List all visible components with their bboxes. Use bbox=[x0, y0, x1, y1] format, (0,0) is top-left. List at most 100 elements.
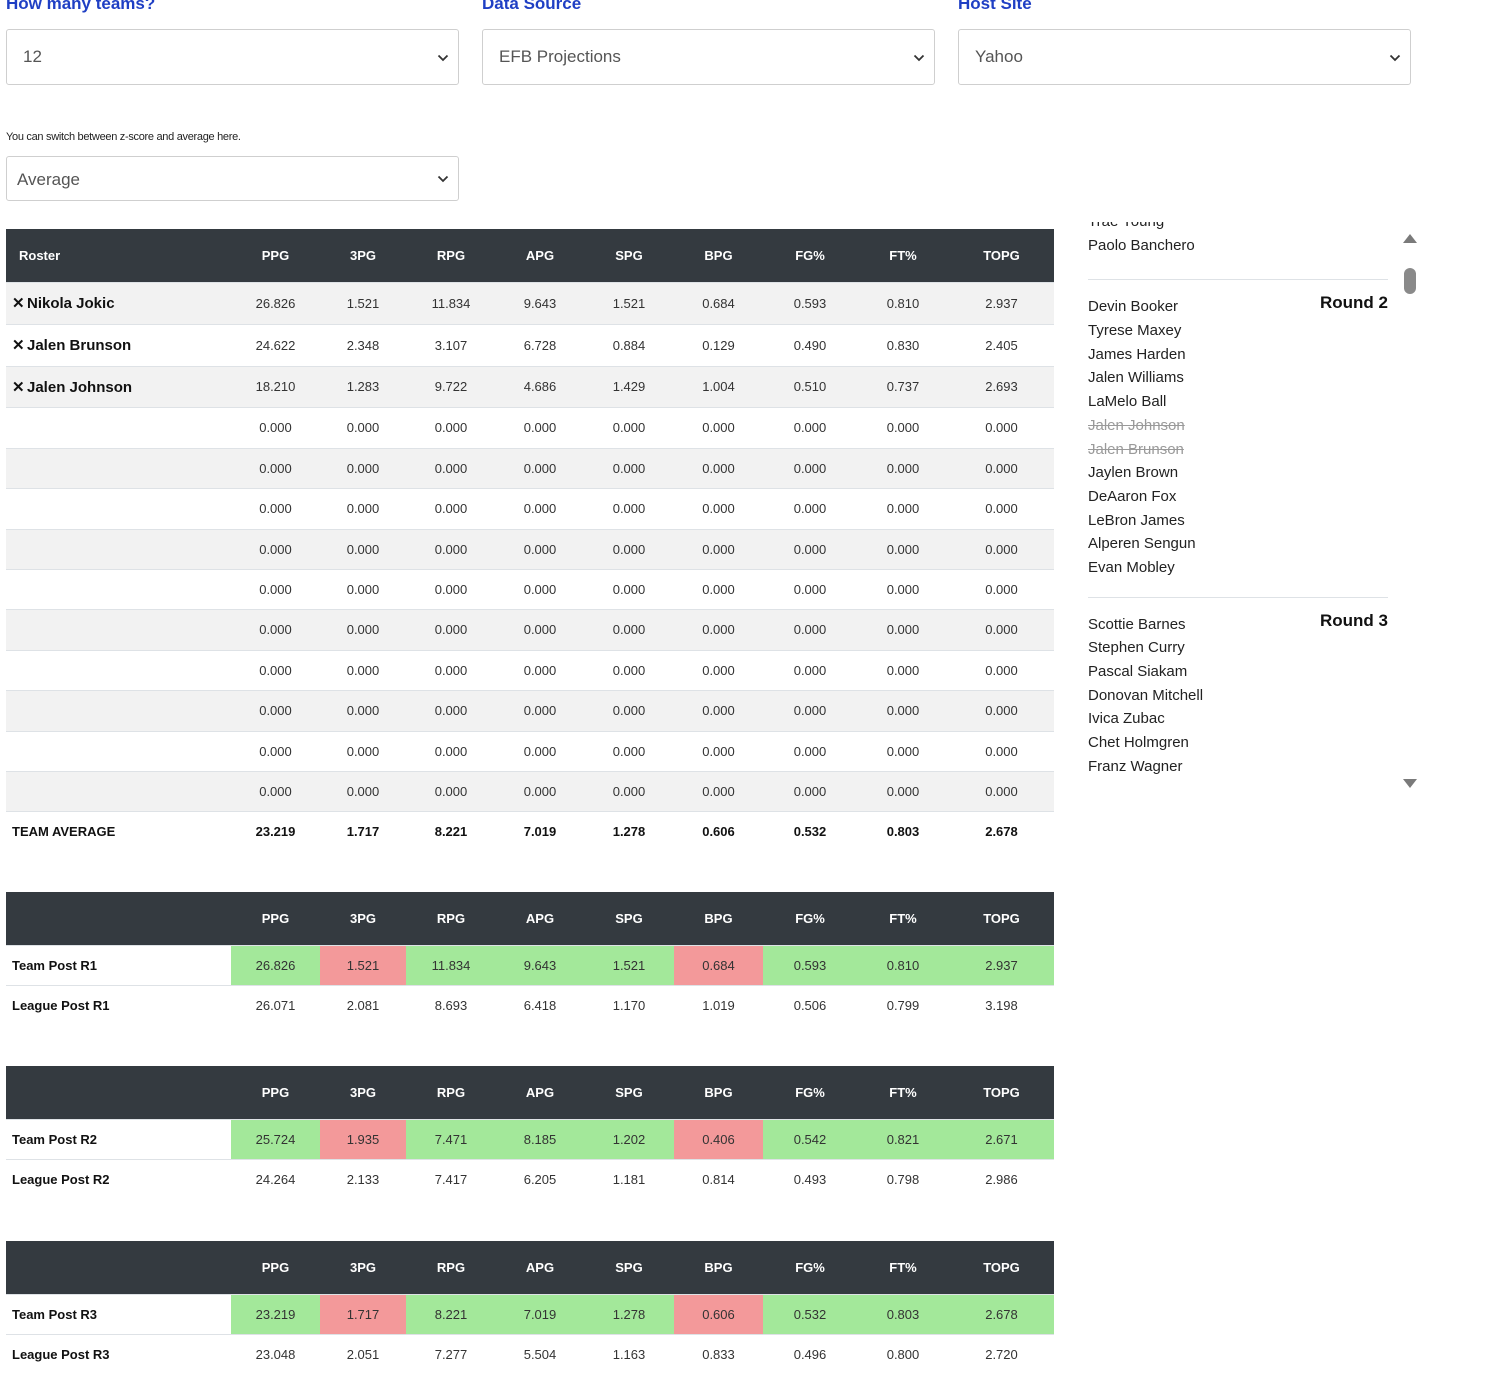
roster-row-empty: 0.000 0.000 0.000 0.000 0.000 0.000 0.000 0.000… bbox=[6, 487, 1054, 529]
teams-select[interactable]: 12 bbox=[6, 29, 459, 85]
stat-cell: 0.000 bbox=[674, 770, 763, 811]
rankings-panel[interactable]: Trae Young Paolo Banchero Round 2 Devin Boo… bbox=[1088, 222, 1388, 794]
ranked-player[interactable]: Tyrese Maxey bbox=[1088, 322, 1182, 340]
rankings-list: Trae Young Paolo Banchero Round 2 Devin Boo… bbox=[1088, 222, 1388, 778]
ranked-player[interactable]: Chet Holmgren bbox=[1088, 734, 1189, 752]
source-select[interactable]: EFB Projections bbox=[482, 29, 935, 85]
team-post-row: Team Post R1 26.826 1.521 11.834 9.643 1.521 0… bbox=[6, 944, 1054, 985]
column-header-topg: TOPG bbox=[949, 1066, 1054, 1119]
ranked-player[interactable]: Devin Booker bbox=[1088, 298, 1179, 316]
stat-cell: 0.000 bbox=[857, 649, 949, 690]
remove-player-icon[interactable]: ✕ bbox=[12, 378, 25, 396]
ranked-player[interactable]: LeBron James bbox=[1088, 511, 1185, 529]
ranked-player[interactable]: Scottie Barnes bbox=[1088, 615, 1186, 633]
comparison-header-row: PPG 3PG RPG APG SPG BPG FG% FT% TOPG bbox=[6, 892, 1054, 945]
scroll-down-arrow-icon[interactable] bbox=[1403, 779, 1417, 788]
roster-player-cell bbox=[6, 406, 231, 448]
chevron-down-icon bbox=[437, 54, 449, 62]
ranked-player[interactable]: Jalen Williams bbox=[1088, 369, 1184, 387]
stat-cell: 0.000 bbox=[949, 730, 1054, 771]
column-header-apg: APG bbox=[496, 892, 584, 945]
ranked-player[interactable]: Pascal Siakam bbox=[1088, 663, 1188, 680]
league-post-cell: 2.081 bbox=[320, 984, 406, 1025]
ranked-player-taken[interactable]: Jalen Brunson bbox=[1088, 440, 1184, 458]
team-post-cell: 1.521 bbox=[584, 944, 674, 985]
ranked-player[interactable]: James Harden bbox=[1088, 345, 1186, 363]
stat-cell: 0.000 bbox=[320, 487, 406, 529]
stat-cell: 0.000 bbox=[857, 528, 949, 569]
column-header-rpg: RPG bbox=[406, 1241, 496, 1294]
stat-cell: 1.521 bbox=[584, 281, 674, 324]
stat-cell: 0.000 bbox=[674, 649, 763, 690]
column-header-topg: TOPG bbox=[949, 1241, 1054, 1294]
stat-cell: 0.000 bbox=[231, 406, 320, 448]
ranked-player[interactable]: Donovan Mitchell bbox=[1088, 686, 1204, 704]
league-post-cell: 26.071 bbox=[231, 984, 320, 1025]
roster-player-cell bbox=[6, 487, 231, 529]
scroll-up-arrow-icon[interactable] bbox=[1403, 234, 1417, 243]
stat-cell: 0.000 bbox=[231, 730, 320, 771]
league-post-cell: 0.798 bbox=[857, 1158, 949, 1199]
host-select[interactable]: Yahoo bbox=[958, 29, 1411, 85]
chevron-down-icon bbox=[1389, 54, 1401, 62]
ranked-player[interactable]: Ivica Zubac bbox=[1088, 710, 1165, 728]
ranked-player-taken[interactable]: Jalen Johnson bbox=[1088, 416, 1185, 434]
team-average-row: TEAM AVERAGE 23.219 1.717 8.221 7.019 1.278 0.… bbox=[6, 810, 1054, 851]
league-post-cell: 0.506 bbox=[763, 984, 857, 1025]
roster-row-empty: 0.000 0.000 0.000 0.000 0.000 0.000 0.000 0.000… bbox=[6, 730, 1054, 771]
stat-cell: 1.004 bbox=[674, 365, 763, 407]
scroll-thumb[interactable] bbox=[1404, 268, 1416, 294]
team-post-cell: 23.219 bbox=[231, 1293, 320, 1334]
column-header-3pg: 3PG bbox=[320, 1241, 406, 1294]
league-post-cell: 0.814 bbox=[674, 1158, 763, 1199]
column-header-ppg: PPG bbox=[231, 1241, 320, 1294]
ranked-player[interactable]: Stephen Curry bbox=[1088, 639, 1185, 657]
league-post-row: League Post R2 24.264 2.133 7.417 6.205 1.181… bbox=[6, 1158, 1054, 1199]
stat-cell: 0.000 bbox=[584, 568, 674, 609]
stat-cell: 0.000 bbox=[320, 689, 406, 731]
team-average-cell: 23.219 bbox=[231, 810, 320, 851]
round-block: Round 2 Devin Booker Tyrese Maxey James Har… bbox=[1088, 280, 1388, 598]
remove-player-icon[interactable]: ✕ bbox=[12, 295, 25, 312]
league-post-cell: 2.986 bbox=[949, 1158, 1054, 1199]
league-post-cell: 0.493 bbox=[763, 1158, 857, 1199]
stat-cell: 9.722 bbox=[406, 365, 496, 407]
ranked-player[interactable]: Jaylen Brown bbox=[1088, 464, 1179, 482]
stat-cell: 0.000 bbox=[584, 730, 674, 771]
stat-cell: 0.000 bbox=[320, 730, 406, 771]
team-post-label: Team Post R3 bbox=[6, 1293, 231, 1334]
stat-cell: 0.000 bbox=[584, 406, 674, 448]
league-post-label: League Post R3 bbox=[6, 1333, 231, 1374]
team-post-cell: 1.202 bbox=[584, 1118, 674, 1159]
roster-row-player: ✕ Jalen Johnson 18.210 1.283 9.722 4.686 1.429… bbox=[6, 365, 1054, 407]
mode-select[interactable]: Average bbox=[6, 156, 459, 201]
ranked-player[interactable]: Evan Mobley bbox=[1088, 558, 1175, 576]
stat-cell: 4.686 bbox=[496, 365, 584, 407]
roster-player-name: Jalen Johnson bbox=[27, 378, 133, 396]
chevron-down-icon bbox=[437, 175, 449, 183]
stat-cell: 0.684 bbox=[674, 281, 763, 324]
rankings-scrollbar[interactable] bbox=[1399, 230, 1421, 792]
league-post-cell: 1.019 bbox=[674, 984, 763, 1025]
roster-player-cell bbox=[6, 608, 231, 650]
team-post-cell: 0.803 bbox=[857, 1293, 949, 1334]
column-header-fg-pct: FG% bbox=[763, 1241, 857, 1294]
column-header-ft-pct: FT% bbox=[857, 1066, 949, 1119]
ranked-player[interactable]: Alperen Sengun bbox=[1088, 535, 1196, 553]
stat-cell: 2.348 bbox=[320, 323, 406, 366]
remove-player-icon[interactable]: ✕ bbox=[12, 337, 25, 354]
stat-cell: 0.000 bbox=[857, 447, 949, 488]
stat-cell: 0.000 bbox=[496, 528, 584, 569]
ranked-player[interactable]: Franz Wagner bbox=[1088, 757, 1183, 775]
comparison-header-blank bbox=[6, 1241, 231, 1294]
ranked-player[interactable]: DeAaron Fox bbox=[1088, 487, 1177, 505]
ranked-player[interactable]: Trae Young bbox=[1088, 222, 1388, 234]
stat-cell: 0.000 bbox=[320, 568, 406, 609]
stat-cell: 26.826 bbox=[231, 281, 320, 324]
ranked-player[interactable]: Paolo Banchero bbox=[1088, 236, 1195, 254]
stat-cell: 1.521 bbox=[320, 281, 406, 324]
stat-cell: 0.000 bbox=[320, 649, 406, 690]
ranked-player[interactable]: LaMelo Ball bbox=[1088, 393, 1167, 411]
stat-cell: 0.884 bbox=[584, 323, 674, 366]
teams-select-value: 12 bbox=[23, 47, 42, 66]
